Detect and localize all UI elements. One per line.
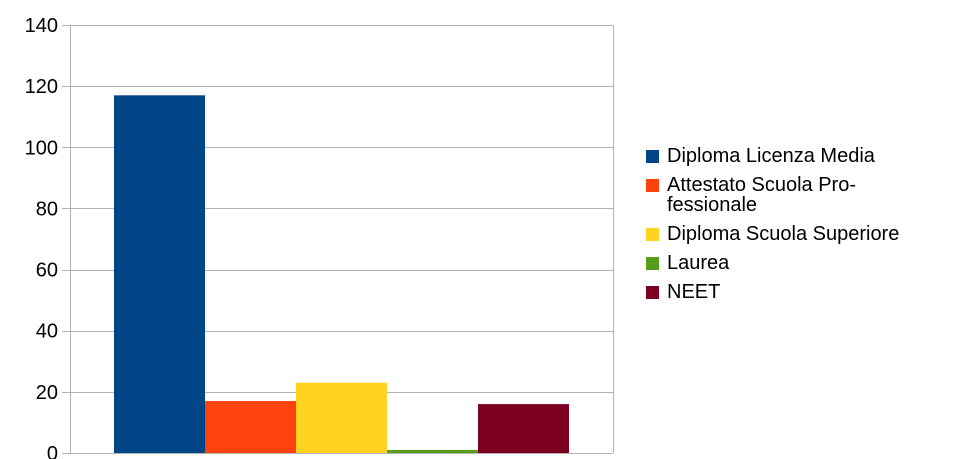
y-tick-label: 120 [25, 76, 58, 98]
legend-label: Attestato Scuola Pro-fessionale [667, 174, 856, 216]
bar-neet [478, 404, 569, 453]
y-tick-label: 40 [36, 321, 58, 343]
legend-item: Attestato Scuola Pro-fessionale [646, 175, 966, 215]
legend-swatch [646, 228, 659, 241]
y-tick-label: 0 [47, 443, 58, 459]
legend-item: NEET [646, 282, 966, 302]
legend-item: Laurea [646, 253, 966, 273]
legend-item: Diploma Licenza Media [646, 146, 966, 166]
axes [62, 25, 614, 454]
legend-label: NEET [667, 281, 721, 303]
legend-swatch [646, 150, 659, 163]
legend: Diploma Licenza Media Attestato Scuola Pr… [646, 146, 966, 311]
legend-label: Laurea [667, 252, 730, 274]
y-axis-tick-labels: 0 20 40 60 80 100 120 140 [25, 15, 58, 459]
legend-label: Diploma Licenza Media [667, 145, 875, 167]
bars [114, 95, 569, 454]
legend-swatch [646, 257, 659, 270]
bar-diploma-scuola-superiore [296, 382, 387, 453]
bar-diploma-licenza-media [114, 95, 205, 454]
y-tick-label: 60 [36, 260, 58, 282]
y-tick-label: 140 [25, 15, 58, 37]
bar-laurea [387, 449, 478, 453]
legend-label: Diploma Scuola Superiore [667, 223, 900, 245]
y-tick-label: 100 [25, 137, 58, 159]
legend-swatch [646, 179, 659, 192]
bar-attestato-scuola-pro-fessionale [205, 401, 296, 453]
y-tick-label: 80 [36, 198, 58, 220]
legend-item: Diploma Scuola Superiore [646, 224, 966, 244]
y-tick-label: 20 [36, 382, 58, 404]
legend-swatch [646, 286, 659, 299]
